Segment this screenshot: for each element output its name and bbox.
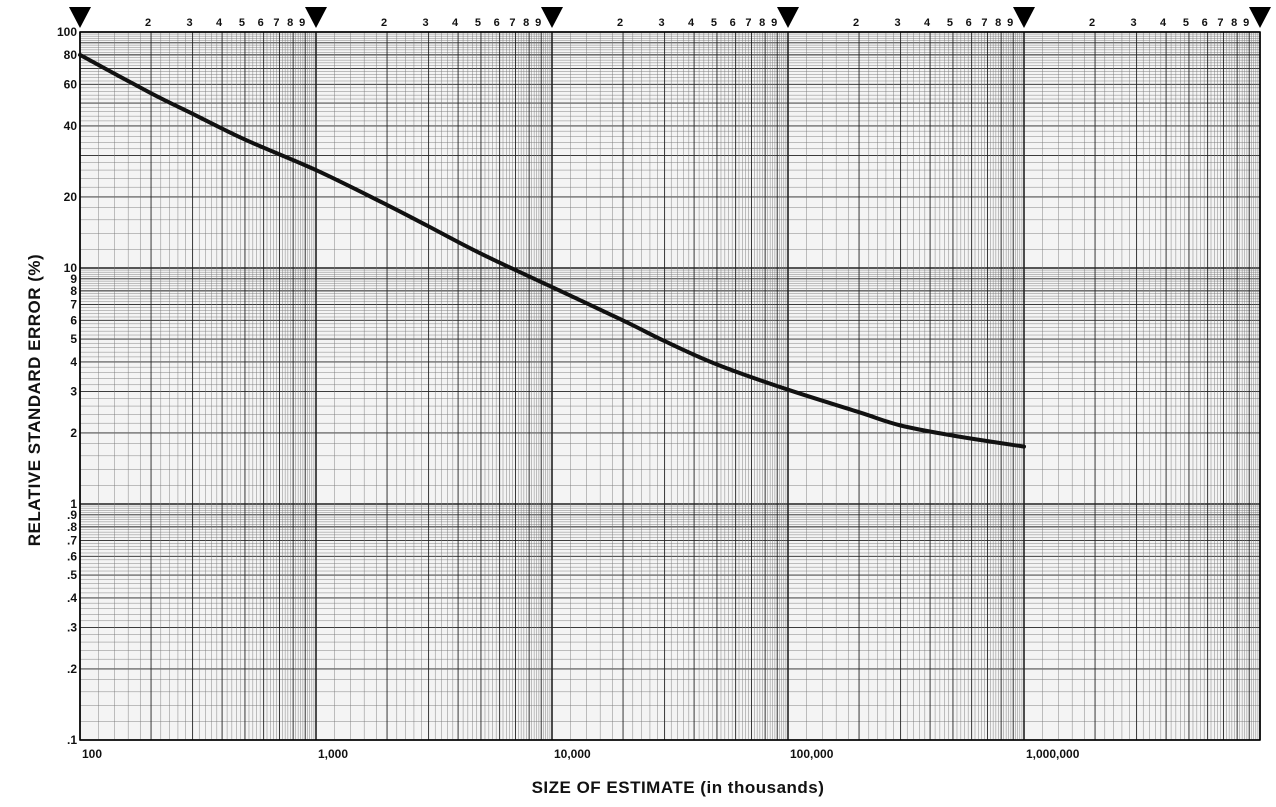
top-minor-label: 3	[187, 17, 193, 29]
y-tick-label: 8	[70, 284, 77, 298]
plot-background	[80, 32, 1260, 740]
top-minor-label: 2	[381, 17, 387, 29]
y-tick-label: 10	[64, 261, 78, 275]
y-tick-label: 7	[70, 298, 77, 312]
x-tick-label: 100	[82, 747, 102, 761]
top-minor-label: 6	[1202, 17, 1208, 29]
cycle-marker	[69, 7, 91, 28]
top-minor-label: 7	[1217, 17, 1223, 29]
top-minor-label: 5	[711, 17, 717, 29]
y-tick-label: 1	[70, 497, 77, 511]
cycle-marker	[1013, 7, 1035, 28]
top-minor-label: 2	[145, 17, 151, 29]
top-minor-label: 3	[1131, 17, 1137, 29]
cycle-marker	[777, 7, 799, 28]
y-tick-label: .1	[67, 733, 77, 747]
y-tick-label: .5	[67, 568, 77, 582]
cycle-markers	[69, 7, 1271, 28]
top-minor-label: 3	[659, 17, 665, 29]
top-minor-label: 7	[509, 17, 515, 29]
y-tick-label: .7	[67, 534, 77, 548]
top-minor-label: 7	[745, 17, 751, 29]
top-minor-label: 4	[688, 17, 695, 29]
cycle-marker	[541, 7, 563, 28]
top-minor-label: 6	[966, 17, 972, 29]
y-tick-label: 80	[64, 48, 78, 62]
x-axis-title: SIZE OF ESTIMATE (in thousands)	[532, 778, 825, 797]
top-minor-label: 8	[1231, 17, 1237, 29]
top-minor-label: 3	[895, 17, 901, 29]
y-tick-label: .2	[67, 662, 77, 676]
top-minor-label: 7	[273, 17, 279, 29]
top-minor-label: 2	[617, 17, 623, 29]
cycle-marker	[305, 7, 327, 28]
top-minor-label: 8	[287, 17, 293, 29]
top-minor-label: 4	[924, 17, 931, 29]
top-minor-label: 3	[423, 17, 429, 29]
top-minor-label: 5	[475, 17, 481, 29]
top-minor-label: 2	[853, 17, 859, 29]
series-line	[78, 52, 1026, 449]
y-tick-label: .9	[67, 508, 77, 522]
plot-border	[79, 31, 1261, 741]
y-tick-label: 9	[70, 272, 77, 286]
top-minor-label: 6	[730, 17, 736, 29]
top-minor-label: 6	[494, 17, 500, 29]
top-minor-label: 8	[759, 17, 765, 29]
top-minor-label: 4	[452, 17, 459, 29]
grid-layer	[79, 31, 1261, 741]
top-minor-label: 9	[1007, 17, 1013, 29]
y-tick-label: 40	[64, 119, 78, 133]
top-minor-label: 9	[299, 17, 305, 29]
y-axis-title: RELATIVE STANDARD ERROR (%)	[25, 254, 44, 546]
top-minor-label: 9	[771, 17, 777, 29]
top-minor-label: 5	[1183, 17, 1189, 29]
x-tick-label: 1,000,000	[1026, 747, 1080, 761]
y-tick-label: 3	[70, 384, 77, 398]
y-tick-label: 2	[70, 426, 77, 440]
top-minor-label: 5	[947, 17, 953, 29]
top-minor-label: 4	[216, 17, 223, 29]
top-minor-label: 7	[981, 17, 987, 29]
y-tick-label: 5	[70, 332, 77, 346]
x-tick-label: 1,000	[318, 747, 348, 761]
y-tick-label: 100	[57, 25, 77, 39]
top-minor-label: 9	[1243, 17, 1249, 29]
y-tick-label: .8	[67, 520, 77, 534]
top-minor-label: 8	[995, 17, 1001, 29]
top-minor-label: 2	[1089, 17, 1095, 29]
y-tick-label: 20	[64, 190, 78, 204]
cycle-marker	[1249, 7, 1271, 28]
x-tick-label: 10,000	[554, 747, 591, 761]
top-minor-label: 6	[258, 17, 264, 29]
y-tick-label: .4	[67, 591, 77, 605]
y-tick-label: 60	[64, 77, 78, 91]
y-tick-label: .6	[67, 549, 77, 563]
top-minor-label: 9	[535, 17, 541, 29]
y-tick-label: 4	[70, 355, 77, 369]
top-minor-label: 4	[1160, 17, 1167, 29]
top-minor-label: 5	[239, 17, 245, 29]
line-layer	[78, 52, 1026, 449]
x-tick-label: 100,000	[790, 747, 834, 761]
y-tick-label: .3	[67, 620, 77, 634]
top-minor-label: 8	[523, 17, 529, 29]
y-tick-label: 6	[70, 313, 77, 327]
